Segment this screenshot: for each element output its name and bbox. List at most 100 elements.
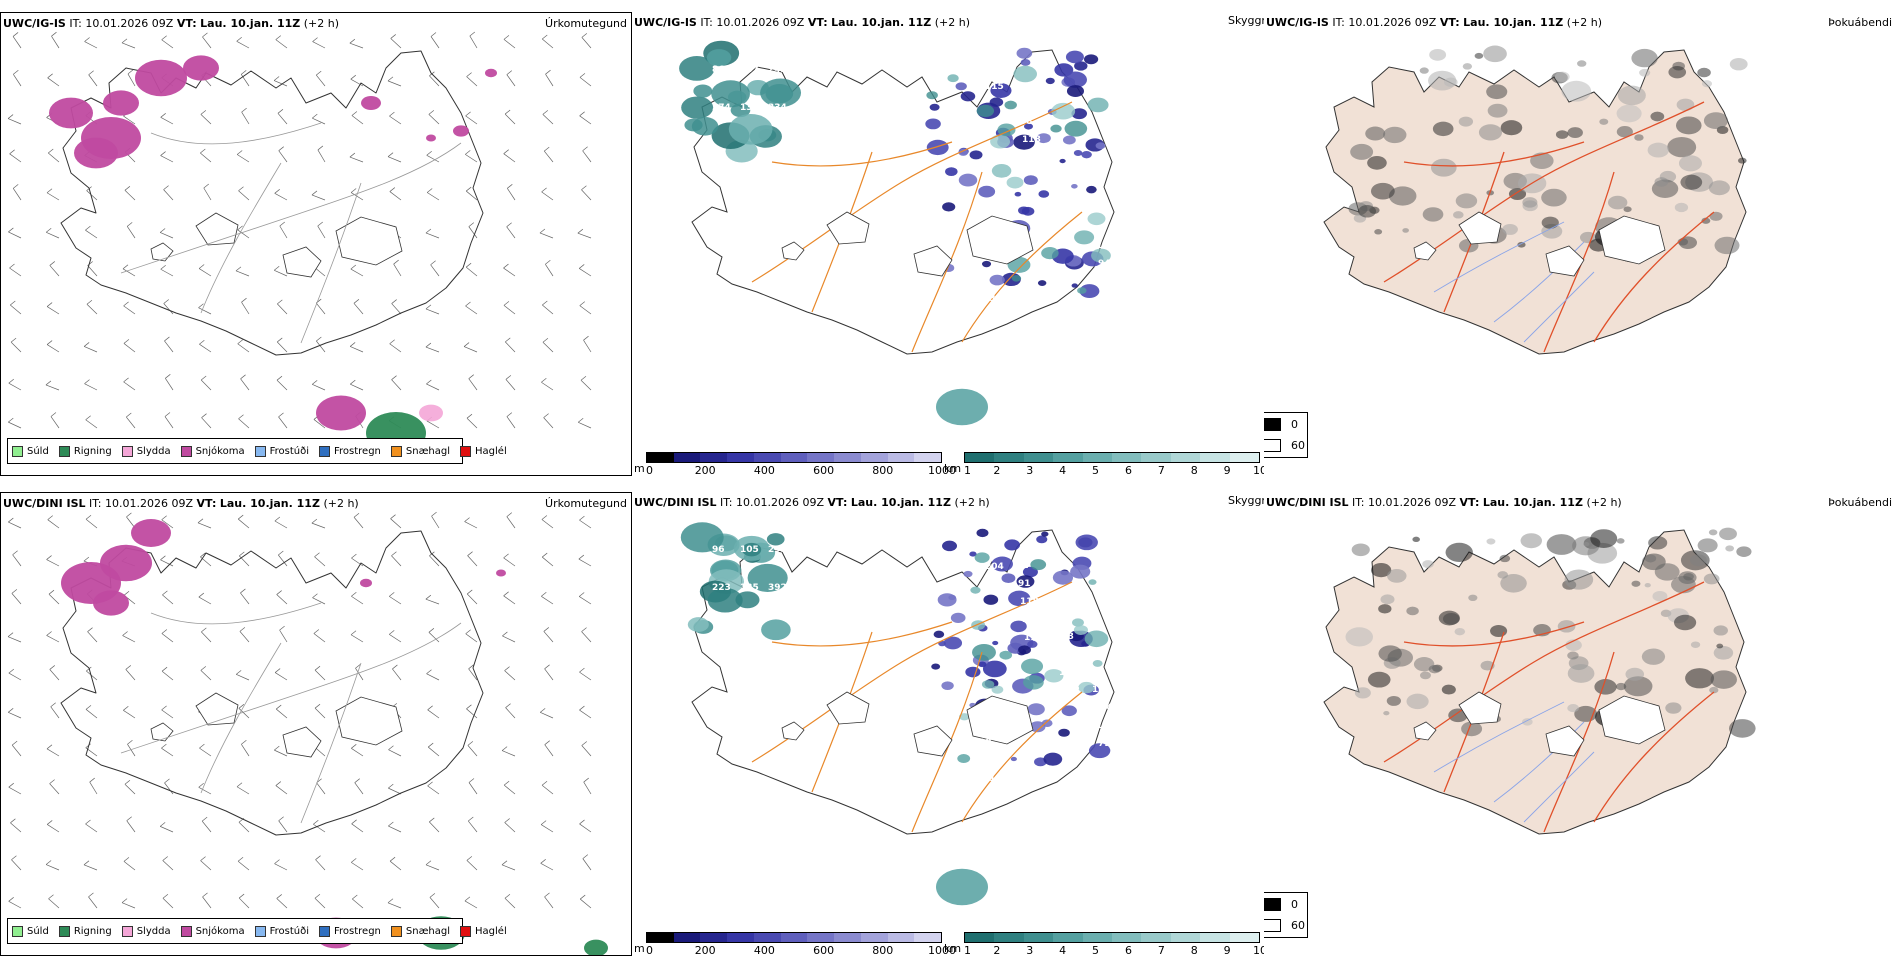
legend-swatch: [12, 445, 23, 457]
wind-barb: [199, 747, 212, 757]
wind-barb: [87, 265, 98, 277]
vt-time: Lau. 10.jan. 11Z: [1463, 16, 1564, 29]
wind-barb: [12, 554, 22, 567]
wind-barb-feather: [126, 512, 132, 518]
wind-barb: [126, 416, 136, 429]
wind-barb-feather: [505, 703, 511, 708]
wind-barb: [577, 232, 592, 239]
wind-barb: [465, 154, 478, 163]
visibility-low-patch: [926, 139, 949, 156]
wind-barb-feather: [8, 378, 15, 384]
wind-barb: [87, 631, 98, 643]
wind-barb: [582, 858, 592, 871]
wind-barb-feather: [48, 148, 54, 154]
wind-barb-feather: [164, 778, 170, 784]
wind-barb: [11, 859, 22, 871]
wind-barb-feather: [425, 228, 432, 234]
wind-barb-feather: [162, 894, 169, 899]
fog-indicator-patch: [1441, 684, 1456, 695]
legend-label: Haglél: [475, 445, 507, 457]
wind-barb: [199, 343, 212, 353]
wind-barb-feather: [351, 591, 357, 597]
map-header: UWC/DINI ISL IT: 10.01.2026 09Z VT: Lau.…: [1264, 496, 1896, 512]
wind-barb-feather: [539, 708, 546, 713]
wind-barb-feather: [426, 150, 432, 156]
wind-barb: [579, 115, 592, 125]
wind-barb: [468, 378, 478, 391]
visibility-mid-patch: [1004, 100, 1017, 110]
wind-barb: [51, 36, 60, 49]
wind-barb-feather: [316, 336, 322, 342]
wind-barb-feather: [274, 745, 280, 751]
wind-barb: [468, 226, 478, 239]
wind-barb: [46, 306, 60, 315]
glacier-outline: [335, 696, 403, 746]
wind-barb-feather: [123, 377, 129, 383]
fog-indicator-patch: [1419, 67, 1429, 74]
it-label: IT:: [1332, 16, 1345, 29]
visibility-mid-patch: [1051, 102, 1076, 120]
colorbar-tick-label: 10: [1253, 944, 1264, 956]
wind-barb-feather: [541, 515, 548, 520]
wind-barb-feather: [85, 819, 91, 825]
fog-indicator-patch: [1474, 52, 1484, 59]
wind-barb-feather: [46, 555, 52, 560]
wind-barb-feather: [160, 151, 166, 156]
wind-barb-feather: [464, 896, 471, 902]
wind-barb: [314, 898, 326, 909]
wind-barb-feather: [274, 859, 280, 864]
legend-label: Snæhagl: [405, 445, 451, 457]
wind-barb-feather: [466, 413, 473, 419]
wind-barb-feather: [123, 301, 129, 307]
visibility-low-patch: [1079, 284, 1100, 299]
visibility-low-patch: [982, 660, 1007, 678]
colorbar-tick-label: 400: [753, 464, 775, 476]
visibility-value-label: 32: [1059, 188, 1072, 198]
wind-barb-feather: [236, 150, 243, 155]
wind-barb-feather: [387, 898, 394, 904]
visibility-low-patch: [965, 666, 981, 678]
fog-indicator-patch: [1709, 211, 1723, 221]
wind-barb-feather: [468, 778, 475, 783]
visibility-mid-patch: [959, 713, 970, 721]
colorbar-cell: [807, 453, 835, 462]
wind-barb-feather: [506, 70, 513, 75]
wind-barb-feather: [351, 111, 358, 116]
colorbar-cell: [1141, 933, 1171, 942]
wind-barb-feather: [349, 342, 356, 347]
wind-barb-feather: [545, 69, 551, 75]
legend-swatch: [254, 445, 266, 457]
wind-barb-feather: [389, 111, 395, 117]
wind-barb-feather: [350, 188, 357, 193]
wind-barb: [127, 744, 136, 757]
wind-barb-feather: [241, 297, 247, 303]
glacier-outline: [1458, 691, 1502, 725]
wind-barb-feather: [50, 412, 57, 417]
wind-barb-feather: [316, 70, 322, 76]
wind-barb-feather: [312, 593, 318, 599]
wind-barb: [350, 346, 364, 353]
wind-barb-feather: [539, 228, 546, 234]
wind-barb-feather: [237, 856, 244, 862]
wind-barb-feather: [124, 779, 131, 785]
wind-barb: [579, 305, 592, 315]
visibility-fog-patch: [680, 522, 724, 553]
fog-indicator-patch: [1520, 533, 1543, 549]
wind-barb-feather: [48, 589, 55, 595]
wind-barb-feather: [235, 266, 242, 272]
wind-barb: [236, 786, 250, 795]
fog-indicator-patch: [1406, 693, 1429, 710]
wind-barb: [46, 559, 60, 567]
wind-barb-feather: [199, 339, 205, 345]
wind-barb: [238, 418, 250, 429]
fog-indicator-patch: [1674, 614, 1697, 631]
wind-barb: [580, 379, 592, 391]
visibility-mid-patch: [1041, 246, 1059, 260]
wind-barb: [8, 786, 22, 795]
wind-barb: [427, 746, 440, 757]
fog-indicator-patch: [1697, 67, 1711, 78]
colorbar-tick-label: 9: [1223, 944, 1231, 956]
fog-indicator-patch: [1422, 560, 1434, 569]
visibility-low-patch: [976, 528, 989, 538]
wind-barb: [241, 111, 250, 125]
